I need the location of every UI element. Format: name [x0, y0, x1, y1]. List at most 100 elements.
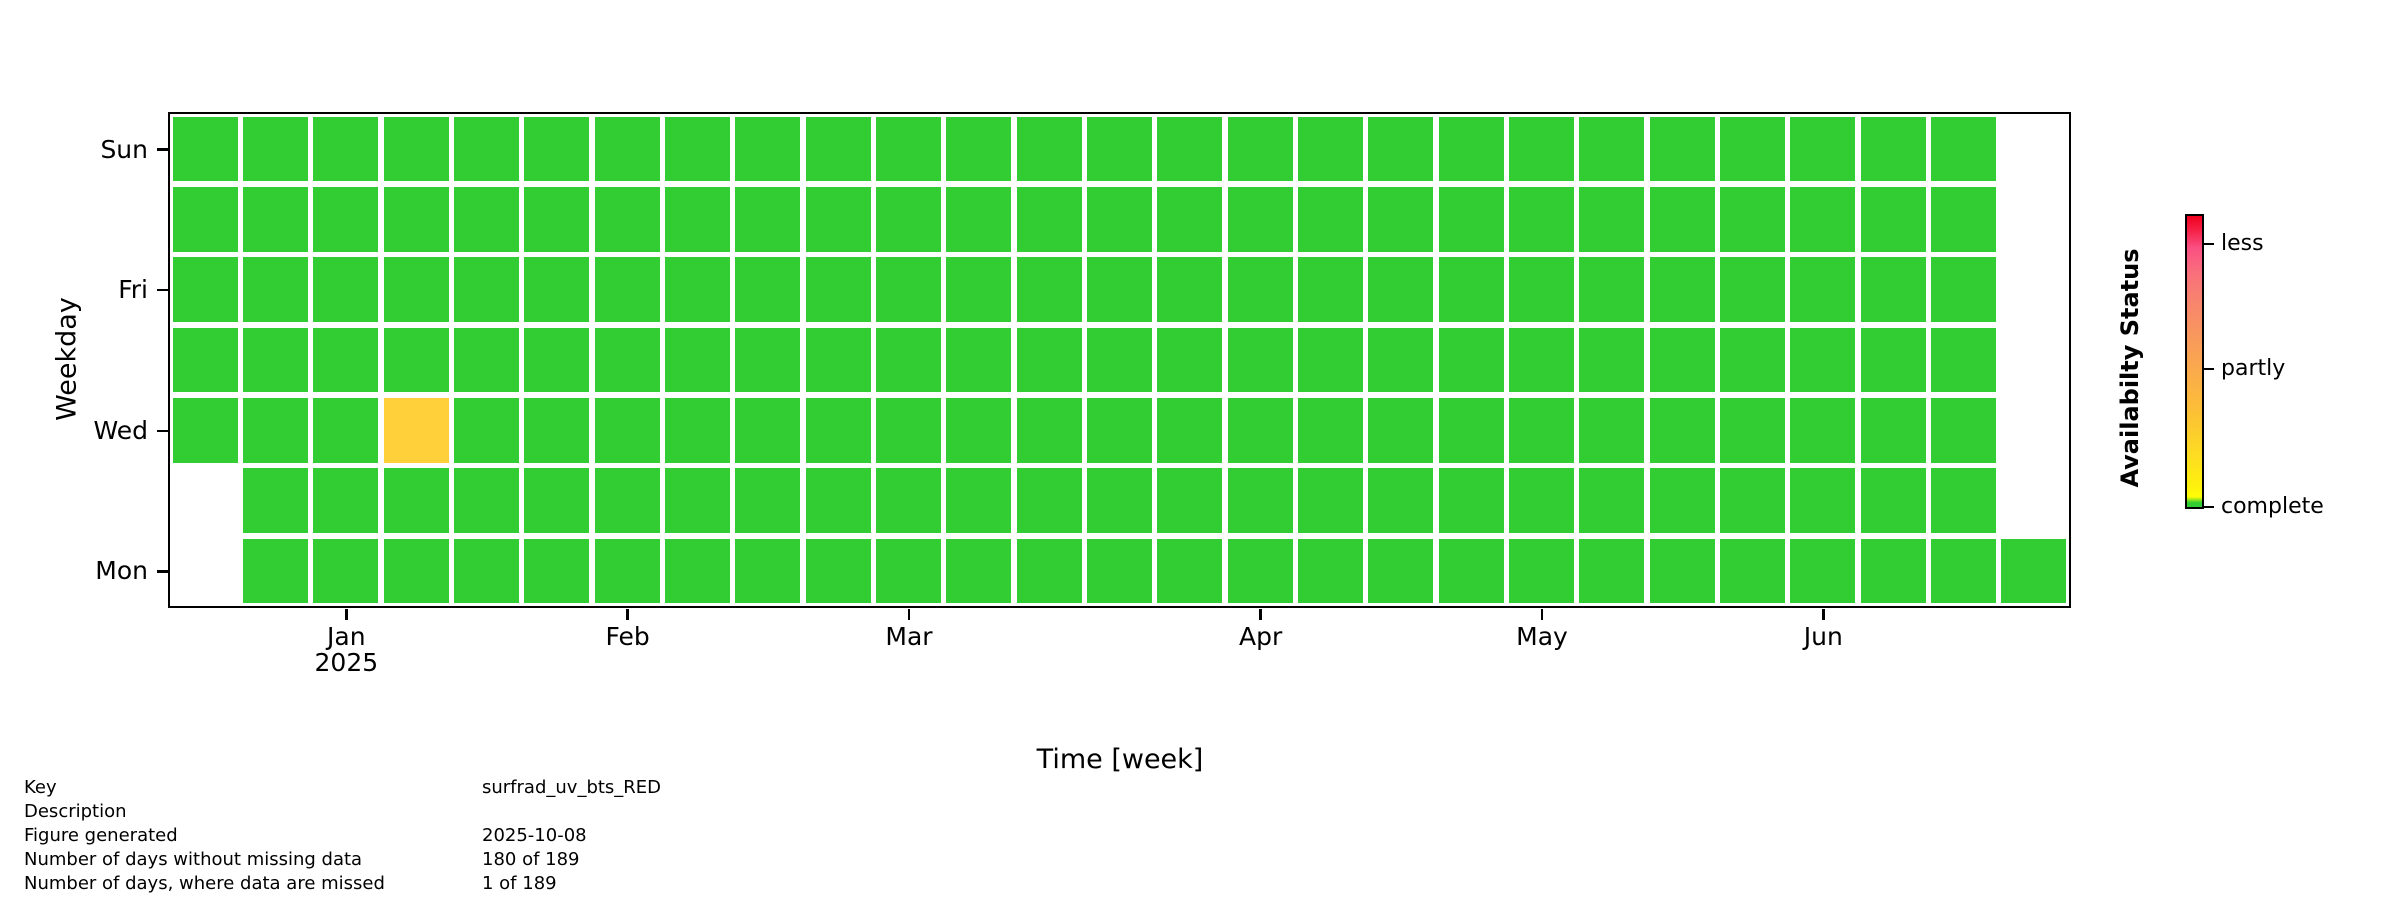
heatmap-cell: [1016, 116, 1082, 182]
heatmap-cell: [1649, 327, 1715, 393]
heatmap-cell: [1579, 327, 1645, 393]
heatmap-cell: [1790, 257, 1856, 323]
heatmap-cell: [524, 468, 590, 533]
heatmap-cell: [665, 397, 730, 463]
heatmap-cell: [1860, 116, 1926, 182]
heatmap-cell: [1860, 327, 1926, 393]
heatmap-cell: [1649, 187, 1715, 252]
heatmap-cell: [805, 538, 871, 604]
heatmap-cell: [1368, 116, 1434, 182]
y-tick-mark: [157, 570, 168, 573]
heatmap-cell: [876, 538, 941, 604]
heatmap-cell: [1298, 116, 1363, 182]
heatmap-cell: [1227, 116, 1293, 182]
heatmap-cell: [1509, 538, 1574, 604]
heatmap-cell: [1298, 257, 1363, 323]
heatmap-cell: [1016, 468, 1082, 533]
heatmap-cell: [454, 468, 519, 533]
heatmap-cell: [665, 538, 730, 604]
heatmap-cell: [172, 257, 238, 323]
heatmap-cell: [1438, 116, 1504, 182]
heatmap-cell: [1649, 468, 1715, 533]
heatmap-cell: [1368, 397, 1434, 463]
y-tick-label-wed: Wed: [93, 415, 148, 445]
heatmap-cell: [946, 116, 1012, 182]
heatmap-cell: [594, 327, 660, 393]
heatmap-cell: [805, 397, 871, 463]
heatmap-cell: [1087, 538, 1152, 604]
heatmap-cell: [1227, 468, 1293, 533]
heatmap-cell: [1368, 468, 1434, 533]
heatmap-cell: [1720, 327, 1785, 393]
heatmap-cell: [1720, 468, 1785, 533]
heatmap-cell: [1720, 257, 1785, 323]
colorbar-label: Availabilty Status: [2116, 248, 2144, 488]
heatmap-cell: [1579, 468, 1645, 533]
y-tick-mark: [157, 288, 168, 292]
heatmap-cell: [1790, 116, 1856, 182]
heatmap-cell: [876, 257, 941, 323]
heatmap-cell: [735, 468, 801, 533]
heatmap-cell: [313, 538, 379, 604]
heatmap-cell: [524, 187, 590, 252]
heatmap-cell: [1509, 468, 1574, 533]
heatmap-cell: [1649, 397, 1715, 463]
x-axis-label: Time [week]: [1036, 744, 1204, 775]
heatmap-cell: [1790, 397, 1856, 463]
heatmap-cell: [1087, 327, 1152, 393]
heatmap-cell: [2001, 538, 2067, 604]
heatmap-cell: [876, 468, 941, 533]
heatmap-cell: [1016, 397, 1082, 463]
heatmap-cell: [1157, 187, 1223, 252]
x-tick-mark: [907, 609, 911, 620]
heatmap-cell: [876, 397, 941, 463]
heatmap-cell: [1157, 538, 1223, 604]
heatmap-cell: [1579, 257, 1645, 323]
heatmap-cell: [172, 397, 238, 463]
heatmap-cell: [1438, 187, 1504, 252]
colorbar-tick-mark: [2204, 505, 2214, 509]
heatmap-cell: [946, 538, 1012, 604]
heatmap-cell: [1227, 187, 1293, 252]
heatmap-cell: [1860, 257, 1926, 323]
heatmap-cell: [1157, 468, 1223, 533]
x-tick-mark: [345, 609, 348, 620]
heatmap-cell: [946, 468, 1012, 533]
heatmap-cell: [243, 468, 308, 533]
heatmap-cell: [1579, 116, 1645, 182]
heatmap-cell: [805, 116, 871, 182]
y-tick-label-fri: Fri: [118, 275, 148, 305]
y-tick-mark: [157, 429, 168, 433]
info-row-label: Number of days without missing data: [24, 849, 363, 870]
heatmap-cell: [1860, 468, 1926, 533]
heatmap-cell: [1438, 397, 1504, 463]
heatmap-cell: [1509, 397, 1574, 463]
heatmap-cell: [1438, 538, 1504, 604]
heatmap-cell: [665, 327, 730, 393]
heatmap-cell: [172, 116, 238, 182]
heatmap-cell: [594, 538, 660, 604]
heatmap-cell: [805, 468, 871, 533]
heatmap-cell: [1649, 116, 1715, 182]
heatmap-cell: [454, 257, 519, 323]
heatmap-cell: [454, 327, 519, 393]
heatmap-cell: [1438, 327, 1504, 393]
heatmap-cell: [1438, 468, 1504, 533]
heatmap-cell: [1298, 538, 1363, 604]
heatmap-cell: [735, 257, 801, 323]
heatmap-cell: [1016, 538, 1082, 604]
x-tick-year-label: 2025: [314, 648, 379, 677]
y-tick-mark: [157, 148, 168, 151]
heatmap-cell: [1860, 397, 1926, 463]
y-tick-label-sun: Sun: [100, 134, 148, 164]
heatmap-cell: [524, 116, 590, 182]
colorbar-tick-mark: [2204, 367, 2214, 371]
heatmap-cell: [665, 187, 730, 252]
heatmap-plot-area: [168, 112, 2071, 608]
heatmap-cell: [1860, 187, 1926, 252]
heatmap-cell: [1157, 257, 1223, 323]
x-tick-label-apr: Apr: [1239, 622, 1283, 651]
heatmap-cell: [946, 187, 1012, 252]
heatmap-cell: [1368, 257, 1434, 323]
heatmap-cell: [1368, 327, 1434, 393]
